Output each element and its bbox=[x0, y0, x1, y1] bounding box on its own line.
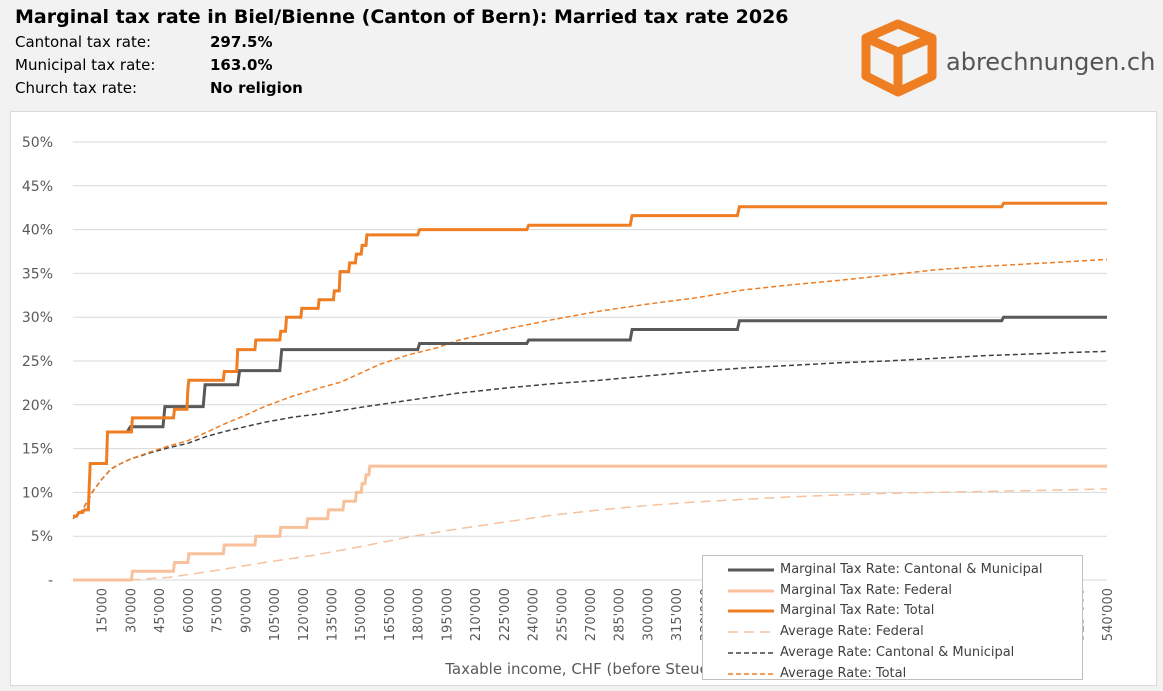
x-tick-label: 225'000 bbox=[498, 588, 513, 641]
legend-item: Marginal Tax Rate: Federal bbox=[703, 583, 1082, 603]
x-tick-label: 300'000 bbox=[641, 588, 656, 641]
x-tick-label: 30'000 bbox=[124, 588, 139, 633]
x-tick-label: 150'000 bbox=[354, 588, 369, 641]
cantonal-tax-rate-value: 297.5% bbox=[210, 33, 273, 51]
y-tick-label: 30% bbox=[22, 310, 53, 326]
logo-text: abrechnungen.ch bbox=[946, 48, 1156, 76]
x-tick-label: 120'000 bbox=[297, 588, 312, 641]
x-tick-label: 195'000 bbox=[440, 588, 455, 641]
x-tick-label: 255'000 bbox=[555, 588, 570, 641]
church-tax-rate-value: No religion bbox=[210, 79, 303, 97]
legend-item: Average Rate: Cantonal & Municipal bbox=[703, 645, 1082, 665]
series-line-5 bbox=[72, 258, 1108, 520]
x-tick-label: 165'000 bbox=[383, 588, 398, 641]
church-tax-rate-row: Church tax rate: No religion bbox=[15, 79, 303, 97]
municipal-tax-rate-row: Municipal tax rate: 163.0% bbox=[15, 56, 272, 74]
legend-swatch bbox=[728, 609, 774, 613]
legend-label: Average Rate: Federal bbox=[780, 624, 924, 640]
church-tax-rate-label: Church tax rate: bbox=[15, 79, 138, 97]
y-tick-label: 25% bbox=[22, 354, 53, 370]
cantonal-tax-rate-label: Cantonal tax rate: bbox=[15, 33, 152, 51]
x-tick-label: 15'000 bbox=[96, 588, 111, 633]
y-tick-label: - bbox=[48, 573, 53, 589]
y-tick-label: 15% bbox=[22, 442, 53, 458]
abrechnungen-logo[interactable]: abrechnungen.ch bbox=[858, 18, 1155, 100]
series-line-1 bbox=[73, 464, 1107, 582]
x-tick-label: 540'000 bbox=[1101, 588, 1116, 641]
legend-item: Average Rate: Total bbox=[703, 666, 1082, 686]
series-line-0 bbox=[125, 315, 1107, 434]
municipal-tax-rate-value: 163.0% bbox=[210, 56, 273, 74]
y-tick-label: 45% bbox=[22, 179, 53, 195]
legend-item: Marginal Tax Rate: Cantonal & Municipal bbox=[703, 562, 1082, 582]
legend-label: Average Rate: Cantonal & Municipal bbox=[780, 644, 1015, 660]
y-tick-label: 20% bbox=[22, 398, 53, 414]
y-tick-label: 5% bbox=[31, 529, 53, 545]
x-tick-label: 285'000 bbox=[613, 588, 628, 641]
legend-swatch bbox=[728, 568, 774, 572]
x-tick-label: 315'000 bbox=[670, 588, 685, 641]
series-line-3 bbox=[130, 488, 1108, 581]
legend-label: Average Rate: Total bbox=[780, 665, 907, 681]
x-tick-label: 210'000 bbox=[469, 588, 484, 641]
legend-swatch bbox=[728, 652, 774, 654]
x-tick-label: 270'000 bbox=[584, 588, 599, 641]
legend-label: Marginal Tax Rate: Cantonal & Municipal bbox=[780, 562, 1043, 577]
chart-legend: Marginal Tax Rate: Cantonal & Municipal M… bbox=[702, 555, 1083, 681]
y-tick-label: 35% bbox=[22, 266, 53, 282]
x-tick-label: 60'000 bbox=[182, 588, 197, 633]
x-tick-label: 135'000 bbox=[326, 588, 341, 641]
series-line-2 bbox=[73, 201, 1107, 518]
x-tick-label: 180'000 bbox=[412, 588, 427, 641]
legend-label: Marginal Tax Rate: Federal bbox=[780, 582, 952, 598]
y-tick-label: 50% bbox=[22, 135, 53, 151]
legend-item: Average Rate: Federal bbox=[703, 624, 1082, 644]
legend-item: Marginal Tax Rate: Total bbox=[703, 603, 1082, 623]
x-tick-label: 240'000 bbox=[527, 588, 542, 641]
cantonal-tax-rate-row: Cantonal tax rate: 297.5% bbox=[15, 33, 272, 51]
x-tick-label: 90'000 bbox=[239, 588, 254, 633]
municipal-tax-rate-label: Municipal tax rate: bbox=[15, 56, 156, 74]
page-title: Marginal tax rate in Biel/Bienne (Canton… bbox=[15, 6, 789, 28]
legend-label: Marginal Tax Rate: Total bbox=[780, 603, 935, 619]
x-tick-label: 75'000 bbox=[211, 588, 226, 633]
box-logo-icon bbox=[861, 19, 937, 97]
y-tick-label: 10% bbox=[22, 485, 53, 501]
legend-swatch bbox=[728, 631, 774, 633]
y-tick-label: 40% bbox=[22, 223, 53, 239]
chart-panel: - 5% 10% 15% 20% 25% 30% 35% 40% 45% 50% 15'000 30'0… bbox=[10, 111, 1157, 686]
legend-swatch bbox=[728, 672, 774, 675]
series-line-4 bbox=[72, 350, 1108, 520]
x-tick-label: 105'000 bbox=[268, 588, 283, 641]
legend-swatch bbox=[728, 589, 774, 593]
x-tick-label: 45'000 bbox=[153, 588, 168, 633]
